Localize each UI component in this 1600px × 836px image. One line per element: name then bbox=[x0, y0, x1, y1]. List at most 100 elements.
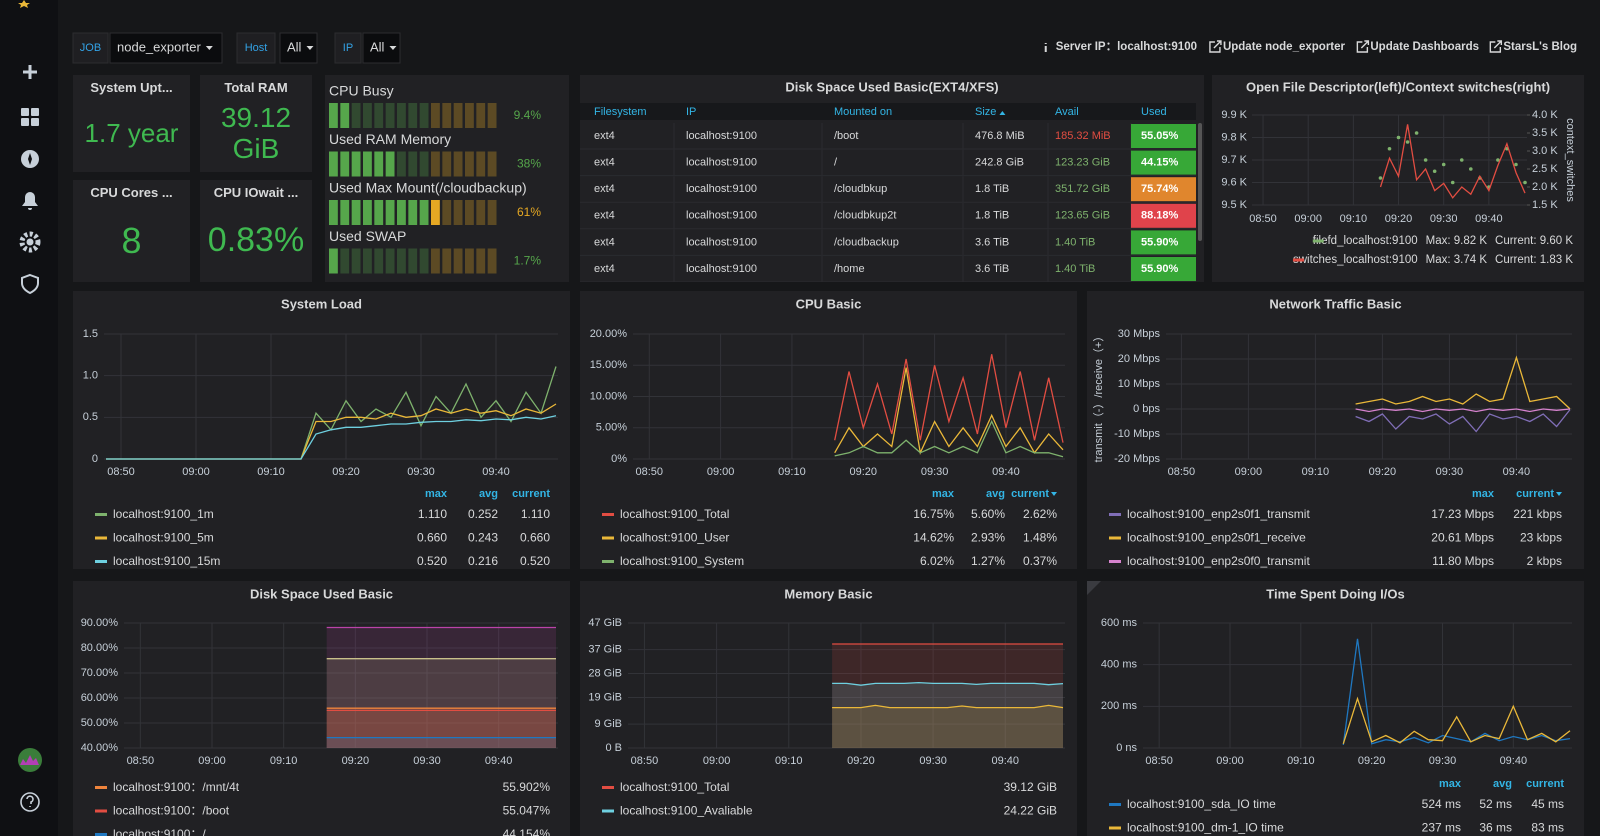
legend-name[interactable]: switches_localhost:9100 bbox=[1293, 254, 1418, 266]
legend-header[interactable]: current bbox=[1516, 488, 1554, 500]
legend-value: 1.27% bbox=[971, 554, 1005, 568]
gauge-segment bbox=[329, 151, 338, 177]
x-tick-label: 08:50 bbox=[127, 755, 155, 767]
column-header[interactable]: IP bbox=[686, 106, 696, 118]
legend-name[interactable]: localhost:9100_1m bbox=[113, 507, 214, 521]
variable-select[interactable] bbox=[109, 32, 223, 64]
legend-name[interactable]: localhost:9100_User bbox=[620, 531, 729, 545]
alerting-icon[interactable] bbox=[22, 192, 38, 210]
y2-tick-label: 4.0 K bbox=[1532, 109, 1558, 121]
legend-name[interactable]: localhost:9100：/mnt/4t bbox=[113, 780, 240, 794]
legend-name[interactable]: localhost:9100_Total bbox=[620, 780, 729, 794]
dashboards-icon[interactable] bbox=[21, 108, 39, 126]
stat-panel: CPU IOwait ... 0.83% bbox=[200, 180, 312, 282]
legend-marker bbox=[95, 833, 107, 836]
legend-header[interactable]: max bbox=[1439, 778, 1462, 790]
legend-row: filefd_localhost:9100 Max: 9.82 K Current:… bbox=[1313, 235, 1574, 247]
y2-tick-label: 3.0 K bbox=[1532, 145, 1558, 157]
legend-value: 221 kbps bbox=[1513, 507, 1562, 521]
x-tick-label: 09:10 bbox=[1287, 755, 1315, 767]
table-cell: 185.32 MiB bbox=[1055, 130, 1111, 142]
column-header[interactable]: Size bbox=[975, 106, 996, 118]
gauge-segment bbox=[431, 200, 440, 225]
dashboard-link[interactable]: Server IP：localhost:9100 bbox=[1056, 41, 1197, 53]
legend-name[interactable]: localhost:9100_enp2s0f0_transmit bbox=[1127, 554, 1310, 568]
table-header bbox=[580, 103, 1196, 120]
legend-name[interactable]: localhost:9100_5m bbox=[113, 531, 214, 545]
logo[interactable] bbox=[18, 0, 30, 8]
legend-value: 1.48% bbox=[1023, 531, 1057, 545]
series-point bbox=[1396, 135, 1401, 140]
gauge-track bbox=[465, 248, 474, 274]
x-tick-label: 09:00 bbox=[1216, 755, 1244, 767]
x-tick-label: 09:30 bbox=[1436, 466, 1464, 478]
gauge-segment bbox=[374, 200, 384, 225]
gauge-track bbox=[442, 200, 452, 225]
legend-name[interactable]: localhost:9100_dm-1_IO time bbox=[1127, 821, 1284, 835]
table-cell: ext4 bbox=[594, 210, 615, 222]
table-cell: 88.18% bbox=[1141, 210, 1179, 222]
legend-name[interactable]: localhost:9100_Total bbox=[620, 507, 729, 521]
x-tick-label: 08:50 bbox=[636, 466, 664, 478]
gauge-title: Used SWAP bbox=[329, 228, 406, 244]
table-cell: 1.40 TiB bbox=[1055, 263, 1095, 275]
legend-value: 45 ms bbox=[1531, 797, 1564, 811]
column-header[interactable]: Mounted on bbox=[834, 106, 892, 118]
variable-value: node_exporter bbox=[117, 39, 202, 54]
x-tick-label: 09:00 bbox=[1235, 466, 1263, 478]
legend-value: 1.110 bbox=[418, 507, 447, 521]
y-tick-label: 9 GiB bbox=[594, 718, 622, 730]
legend-value: 0.520 bbox=[417, 554, 447, 568]
create-icon[interactable] bbox=[23, 65, 37, 79]
config-icon[interactable] bbox=[19, 231, 41, 253]
y-tick-label: 0 ns bbox=[1116, 742, 1137, 754]
legend-name[interactable]: localhost:9100_Avaliable bbox=[620, 804, 753, 818]
x-tick-label: 09:30 bbox=[407, 466, 435, 478]
legend-name[interactable]: localhost:9100_System bbox=[620, 554, 744, 568]
legend-name[interactable]: localhost:9100：/ bbox=[113, 827, 206, 836]
legend-header[interactable]: max bbox=[1472, 488, 1495, 500]
dashboard-link[interactable]: Update node_exporter bbox=[1223, 41, 1346, 53]
panel-title: Time Spent Doing I/Os bbox=[1266, 586, 1404, 601]
legend-name[interactable]: localhost:9100：/boot bbox=[113, 804, 230, 818]
y-tick-label: 80.00% bbox=[81, 642, 119, 654]
panel-body: Memory Basic 0 B 9 GiB 19 GiB 28 GiB 37 GiB 47… bbox=[588, 586, 1065, 818]
legend-header[interactable]: avg bbox=[986, 488, 1005, 500]
legend-header[interactable]: max bbox=[425, 488, 448, 500]
legend-value: 24.22 GiB bbox=[1004, 804, 1057, 818]
legend-header[interactable]: max bbox=[932, 488, 955, 500]
admin-icon[interactable] bbox=[21, 273, 39, 295]
column-header[interactable]: Avail bbox=[1055, 106, 1079, 118]
x-tick-label: 09:40 bbox=[485, 755, 513, 767]
column-header[interactable]: Used bbox=[1141, 106, 1167, 118]
x-tick-label: 08:50 bbox=[107, 466, 135, 478]
dashboard-link[interactable]: Update Dashboards bbox=[1370, 41, 1479, 53]
column-header[interactable]: Filesystem bbox=[594, 106, 647, 118]
legend-header[interactable]: avg bbox=[1493, 778, 1512, 790]
gauge-segment bbox=[374, 151, 384, 177]
legend-name[interactable]: localhost:9100_15m bbox=[113, 554, 220, 568]
help-icon[interactable] bbox=[20, 792, 40, 812]
legend-marker bbox=[95, 536, 107, 540]
used-cell bbox=[1131, 150, 1196, 175]
legend-name[interactable]: localhost:9100_enp2s0f1_receive bbox=[1127, 531, 1306, 545]
x-tick-label: 08:50 bbox=[631, 755, 659, 767]
variable-value: All bbox=[370, 39, 385, 54]
legend-header[interactable]: current bbox=[1011, 488, 1049, 500]
gauge-track bbox=[351, 248, 361, 274]
gauge-track bbox=[397, 248, 406, 274]
legend-marker bbox=[1109, 513, 1121, 516]
legend-name[interactable]: localhost:9100_sda_IO time bbox=[1127, 797, 1276, 811]
legend-name[interactable]: localhost:9100_enp2s0f1_transmit bbox=[1127, 507, 1310, 521]
legend-header[interactable]: current bbox=[1526, 778, 1564, 790]
y-tick-label: 1.0 bbox=[83, 370, 98, 382]
table-cell: /boot bbox=[834, 130, 858, 142]
x-tick-label: 09:10 bbox=[257, 466, 285, 478]
legend-header[interactable]: avg bbox=[479, 488, 498, 500]
legend-header[interactable]: current bbox=[512, 488, 550, 500]
dashboard-link[interactable]: StarsL's Blog bbox=[1503, 41, 1577, 53]
legend-name[interactable]: filefd_localhost:9100 bbox=[1313, 235, 1418, 247]
legend-value: 0.216 bbox=[468, 554, 498, 568]
panel-body: Disk Space Used Basic 40.00% 50.00% 60.00% 7… bbox=[81, 586, 558, 836]
caret bbox=[306, 46, 314, 50]
